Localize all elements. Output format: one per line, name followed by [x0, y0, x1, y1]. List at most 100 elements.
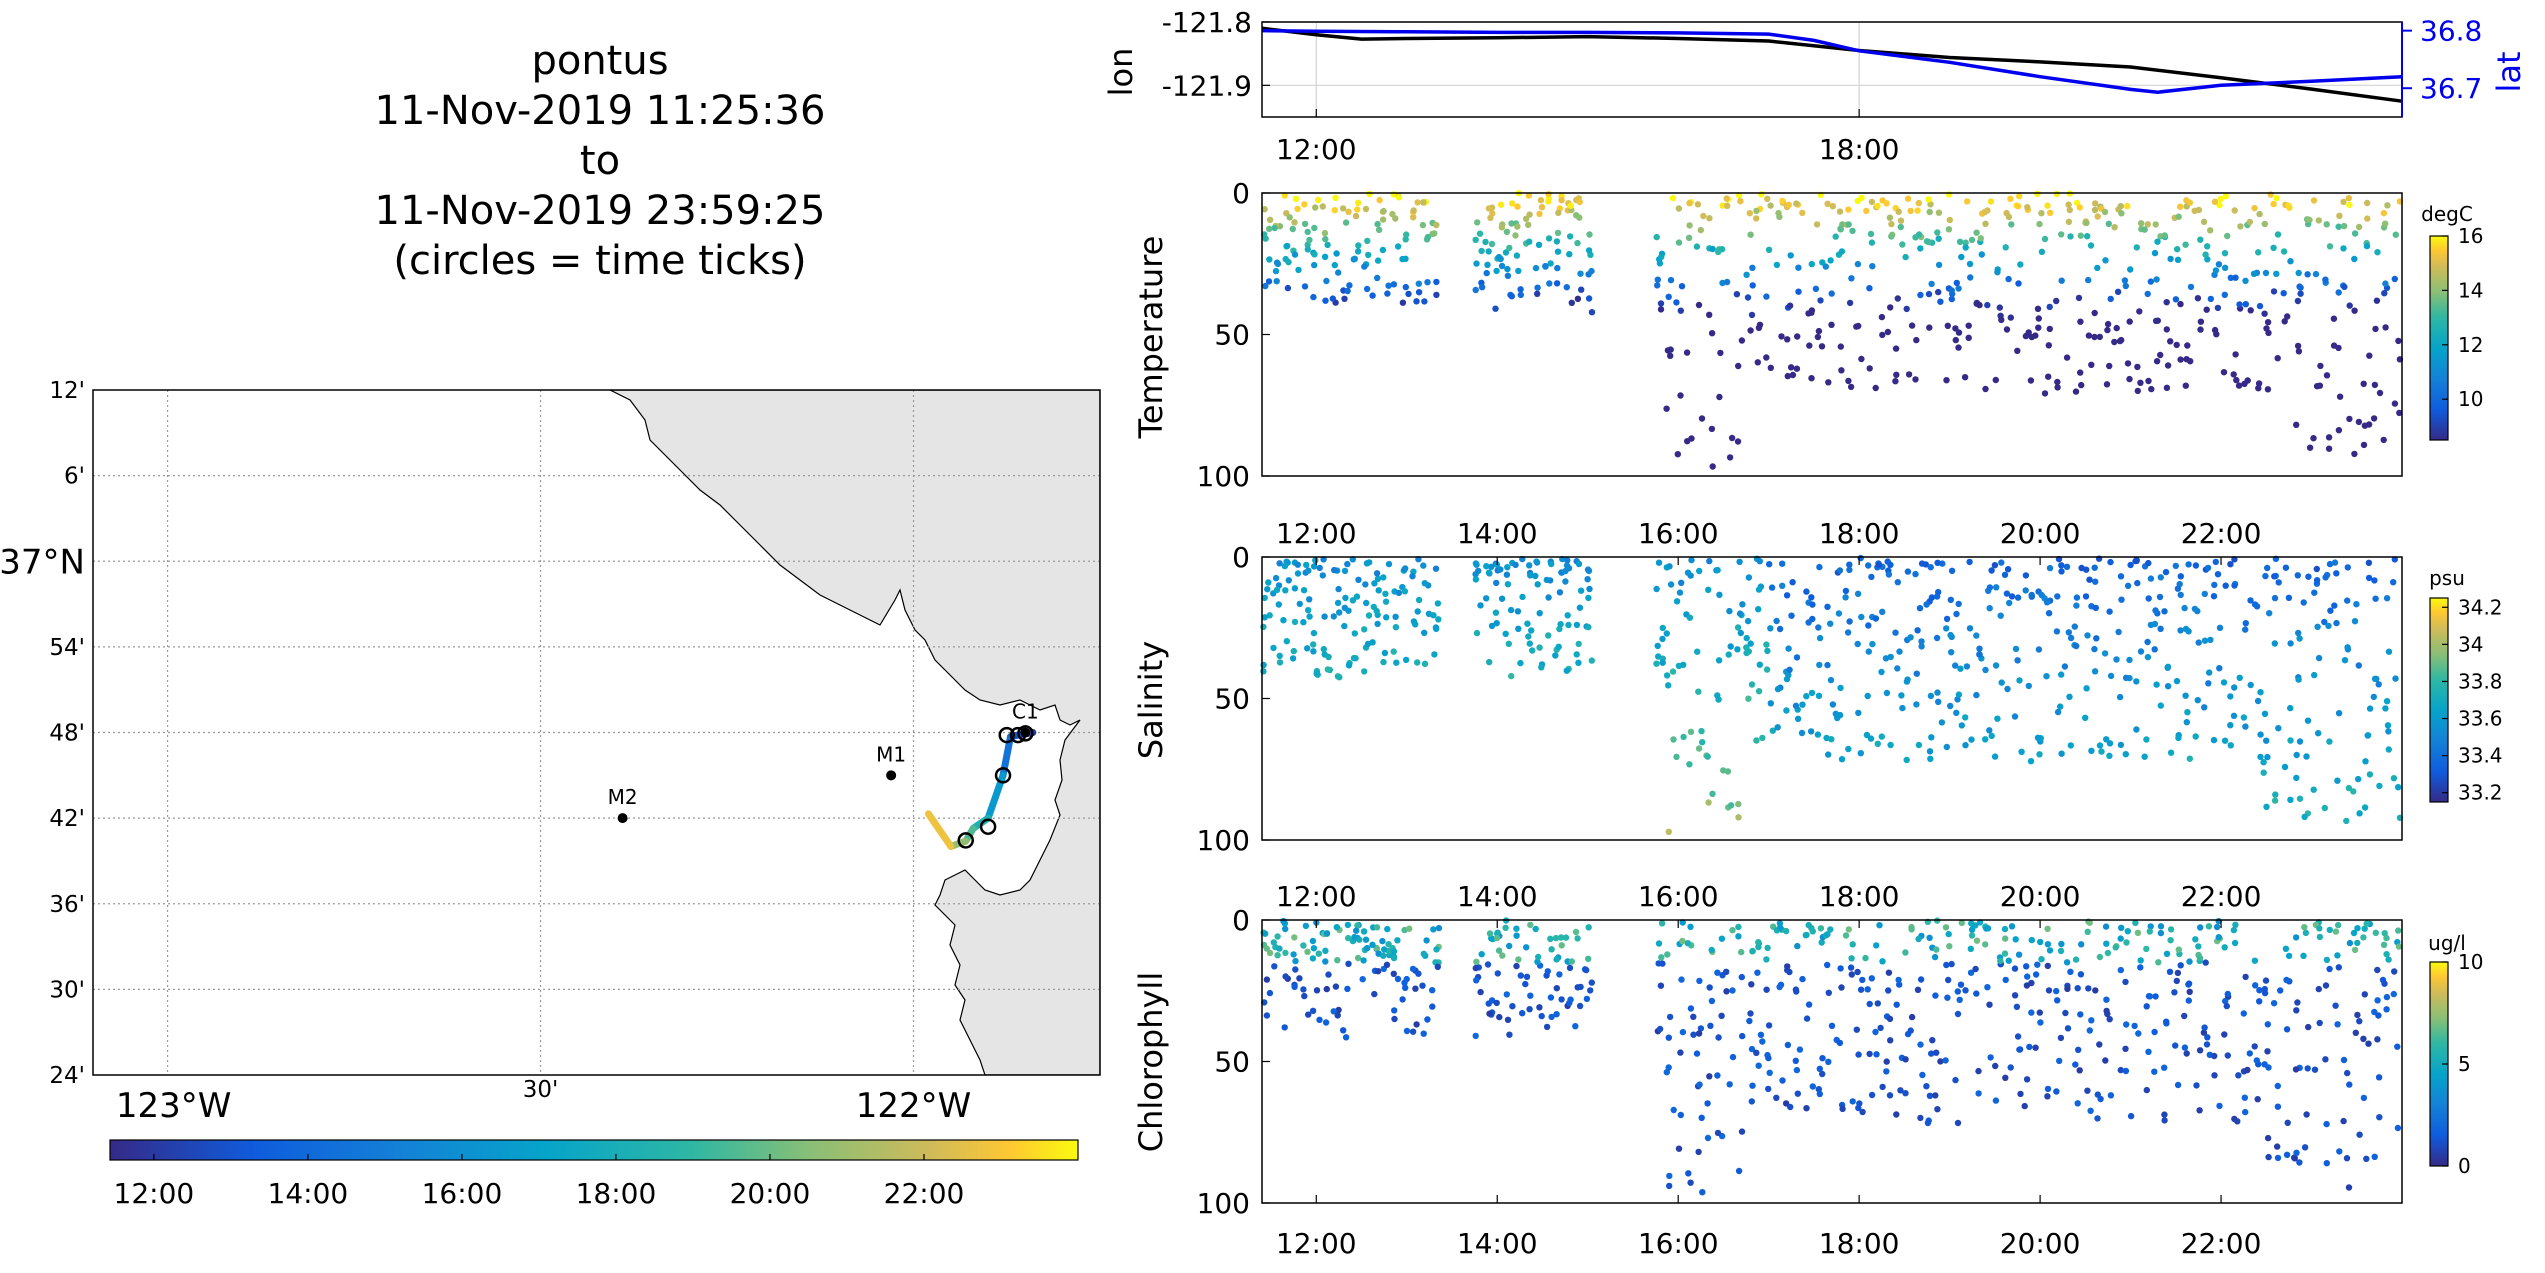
- data-point: [1988, 567, 1995, 574]
- data-point: [1517, 286, 1524, 293]
- data-point: [1856, 1100, 1863, 1107]
- data-point: [1345, 934, 1352, 942]
- data-point: [1815, 624, 1822, 631]
- data-point: [2232, 921, 2239, 928]
- data-point: [1419, 221, 1427, 229]
- data-point: [1874, 1000, 1882, 1007]
- data-point: [1945, 930, 1952, 938]
- data-point: [1786, 666, 1793, 673]
- data-point: [1351, 630, 1359, 637]
- data-point: [1854, 590, 1862, 597]
- data-point: [1502, 249, 1510, 256]
- data-point: [1755, 943, 1762, 951]
- data-point: [2375, 1074, 2383, 1081]
- data-point: [2206, 669, 2213, 676]
- data-point: [1784, 336, 1791, 343]
- data-point: [2025, 682, 2033, 690]
- data-point: [1306, 596, 1313, 603]
- data-point: [1723, 278, 1731, 286]
- data-point: [1677, 1111, 1685, 1119]
- data-point: [1782, 1100, 1790, 1107]
- data-point: [2192, 733, 2199, 740]
- data-point: [1849, 227, 1856, 235]
- data-point: [1380, 207, 1387, 215]
- data-point: [1509, 200, 1516, 207]
- data-point: [1585, 295, 1593, 302]
- time-tick-label: 16:00: [1638, 517, 1719, 550]
- data-point: [1935, 698, 1942, 705]
- data-point: [2127, 266, 2134, 273]
- data-point: [2294, 999, 2301, 1006]
- data-point: [1849, 1098, 1856, 1105]
- data-point: [1991, 562, 1999, 569]
- data-point: [1818, 343, 1826, 350]
- data-point: [2037, 938, 2044, 946]
- data-point: [2147, 278, 2154, 285]
- data-point: [2251, 204, 2258, 212]
- data-point: [1894, 295, 1902, 302]
- data-point: [2161, 1117, 2168, 1124]
- data-point: [1423, 937, 1430, 944]
- data-point: [1708, 997, 1716, 1005]
- data-point: [1390, 281, 1398, 288]
- data-point: [1562, 934, 1570, 941]
- scatter-background: [1262, 920, 2402, 1203]
- data-point: [1816, 634, 1824, 642]
- data-point: [2356, 1131, 2363, 1138]
- data-point: [2117, 966, 2124, 974]
- data-point: [2257, 689, 2264, 696]
- data-point: [1803, 693, 1810, 700]
- data-point: [2301, 924, 2308, 931]
- data-point: [1896, 648, 1903, 655]
- data-point: [1680, 661, 1687, 668]
- data-point: [2273, 194, 2280, 202]
- data-point: [1749, 1082, 1756, 1089]
- data-point: [1879, 1083, 1886, 1091]
- data-point: [2296, 738, 2304, 745]
- data-point: [1322, 947, 1329, 954]
- data-point: [2073, 602, 2080, 609]
- data-point: [1927, 564, 1934, 571]
- data-point: [1573, 621, 1581, 629]
- data-point: [2103, 736, 2110, 743]
- data-point: [2283, 976, 2290, 984]
- data-point: [1827, 257, 1834, 264]
- data-point: [2117, 935, 2124, 942]
- data-point: [2155, 959, 2162, 966]
- data-point: [1922, 561, 1930, 568]
- data-point: [1961, 374, 1969, 381]
- data-point: [2205, 680, 2212, 687]
- data-point: [1553, 985, 1561, 992]
- data-point: [2045, 987, 2053, 994]
- data-point: [1972, 965, 1979, 973]
- data-point: [1912, 234, 1919, 241]
- data-point: [1506, 244, 1513, 252]
- data-point: [1558, 996, 1565, 1003]
- data-point: [1431, 651, 1438, 658]
- data-point: [1362, 936, 1370, 943]
- data-point: [2371, 675, 2379, 682]
- data-point: [1984, 984, 1991, 991]
- data-point: [2133, 244, 2140, 251]
- data-point: [1748, 1045, 1756, 1053]
- data-point: [2083, 566, 2090, 573]
- time-tick-label: 12:00: [1276, 880, 1357, 913]
- data-point: [1488, 240, 1496, 248]
- data-point: [2216, 1102, 2223, 1110]
- data-point: [1973, 691, 1980, 699]
- data-point: [1848, 275, 1855, 282]
- data-point: [1506, 1031, 1513, 1038]
- data-point: [1414, 659, 1421, 666]
- data-point: [1902, 1056, 1909, 1063]
- colorbar-tick-label: 16: [2458, 224, 2483, 248]
- data-point: [1300, 986, 1307, 993]
- data-point: [2182, 692, 2189, 699]
- data-point: [2141, 226, 2148, 233]
- data-point: [2306, 444, 2314, 451]
- data-point: [2157, 929, 2165, 937]
- data-point: [2063, 959, 2071, 966]
- data-point: [2148, 385, 2155, 393]
- data-point: [2172, 562, 2179, 570]
- data-point: [1757, 1031, 1765, 1039]
- data-point: [1816, 1090, 1824, 1098]
